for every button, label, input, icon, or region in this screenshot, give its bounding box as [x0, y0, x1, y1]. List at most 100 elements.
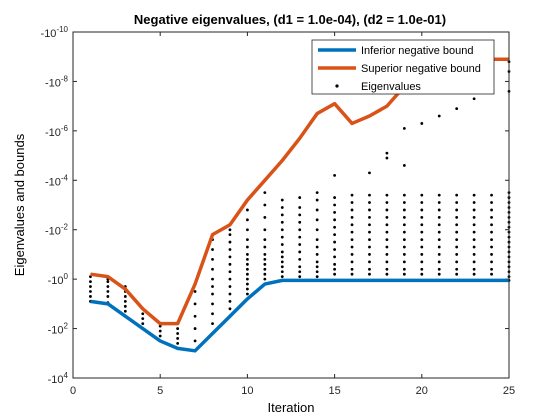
eigenvalue-point: [280, 198, 284, 202]
eigenvalue-point: [228, 262, 232, 266]
eigenvalue-point: [402, 238, 406, 242]
eigenvalue-point: [298, 235, 302, 239]
eigenvalue-point: [350, 260, 354, 264]
legend-swatch-eigen: [335, 84, 339, 88]
eigenvalue-point: [298, 206, 302, 209]
eigenvalue-point: [455, 272, 459, 276]
axes-box: [72, 31, 510, 379]
eigenvalue-point: [385, 272, 389, 276]
eigenvalue-point: [280, 265, 284, 269]
eigenvalue-point: [490, 260, 493, 264]
eigenvalue-point: [490, 253, 493, 256]
eigenvalue-point: [89, 295, 92, 298]
eigenvalue-point: [106, 290, 110, 293]
eigenvalue-point: [315, 270, 319, 274]
eigenvalue-point: [420, 230, 424, 234]
eigenvalue-point: [211, 292, 214, 296]
x-tick-label: 15: [328, 385, 340, 397]
eigenvalue-point: [385, 156, 389, 160]
eigenvalue-point: [315, 265, 319, 269]
eigenvalue-point: [420, 253, 424, 256]
eigenvalue-point: [333, 267, 336, 271]
eigenvalue-point: [89, 290, 92, 293]
eigenvalue-point: [437, 238, 441, 242]
eigenvalue-point: [455, 253, 459, 256]
eigenvalue-point: [472, 215, 476, 219]
x-tick-label: 25: [503, 385, 515, 397]
eigenvalue-point: [176, 342, 180, 345]
eigenvalue-point: [193, 314, 197, 318]
eigenvalue-point: [472, 193, 476, 197]
eigenvalue-point: [472, 208, 476, 212]
eigenvalue-point: [385, 151, 389, 155]
eigenvalue-point: [455, 107, 459, 111]
eigenvalue-point: [315, 218, 319, 222]
eigenvalue-point: [350, 223, 354, 227]
eigenvalue-point: [333, 225, 336, 229]
eigenvalue-point: [263, 267, 267, 271]
eigenvalue-point: [228, 277, 232, 281]
eigenvalue-point: [280, 220, 284, 224]
eigenvalue-point: [280, 206, 284, 209]
eigenvalue-point: [368, 208, 371, 212]
eigenvalue-point: [228, 233, 232, 237]
eigenvalue-point: [280, 243, 284, 246]
eigenvalue-point: [420, 238, 424, 242]
eigenvalue-point: [402, 215, 406, 219]
eigenvalue-point: [420, 208, 424, 212]
eigenvalue-point: [455, 223, 459, 227]
eigenvalue-point: [211, 322, 214, 326]
eigenvalue-point: [437, 253, 441, 256]
eigenvalue-point: [315, 238, 319, 242]
eigenvalue-point: [402, 230, 406, 234]
eigenvalue-point: [490, 193, 493, 197]
eigenvalue-point: [437, 208, 441, 212]
eigenvalue-point: [246, 262, 249, 266]
x-tick-label: 10: [241, 385, 253, 397]
eigenvalue-point: [246, 272, 249, 276]
eigenvalue-point: [246, 267, 249, 271]
eigenvalue-point: [315, 228, 319, 232]
eigenvalue-point: [437, 114, 441, 118]
eigenvalue-point: [455, 215, 459, 219]
eigenvalue-point: [402, 260, 406, 264]
y-axis-ticks: -10-10 -10-8 -10-6 -10-4 -10-2 -100 -102 -104: [41, 25, 509, 386]
eigenvalue-point: [228, 248, 232, 251]
eigenvalue-point: [280, 270, 284, 274]
eigenvalue-point: [263, 238, 267, 242]
eigenvalue-point: [420, 215, 424, 219]
eigenvalue-point: [472, 260, 476, 264]
eigenvalue-point: [402, 126, 406, 130]
eigenvalue-point: [106, 295, 110, 298]
x-tick-label: 5: [157, 385, 163, 397]
eigenvalue-point: [193, 327, 197, 330]
eigenvalue-point: [490, 230, 493, 234]
eigenvalue-point: [228, 228, 232, 232]
eigenvalue-point: [333, 233, 336, 237]
eigenvalue-point: [385, 223, 389, 227]
eigenvalue-point: [106, 285, 110, 288]
eigenvalue-point: [420, 245, 424, 249]
eigenvalue-point: [298, 196, 302, 199]
eigenvalue-point: [228, 240, 232, 244]
eigenvalue-point: [246, 208, 249, 212]
eigenvalue-point: [211, 302, 214, 306]
chart-title: Negative eigenvalues, (d1 = 1.0e-04), (d…: [134, 12, 446, 27]
eigenvalue-point: [298, 243, 302, 246]
eigenvalue-point: [263, 277, 267, 281]
eigenvalue-point: [420, 201, 424, 204]
eigenvalue-point: [350, 208, 354, 212]
inferior-bound-line: [90, 278, 509, 353]
eigenvalue-point: [420, 260, 424, 264]
eigenvalue-point: [472, 272, 476, 276]
eigenvalue-point: [333, 272, 336, 276]
x-tick-label: 0: [70, 385, 76, 397]
legend-label-eigen: Eigenvalues: [361, 81, 421, 93]
eigenvalue-point: [246, 238, 249, 242]
eigenvalue-point: [333, 248, 336, 251]
eigenvalue-point: [280, 213, 284, 217]
eigenvalue-point: [490, 215, 493, 219]
eigenvalue-point: [385, 215, 389, 219]
eigenvalue-point: [402, 223, 406, 227]
eigenvalue-point: [176, 332, 180, 335]
